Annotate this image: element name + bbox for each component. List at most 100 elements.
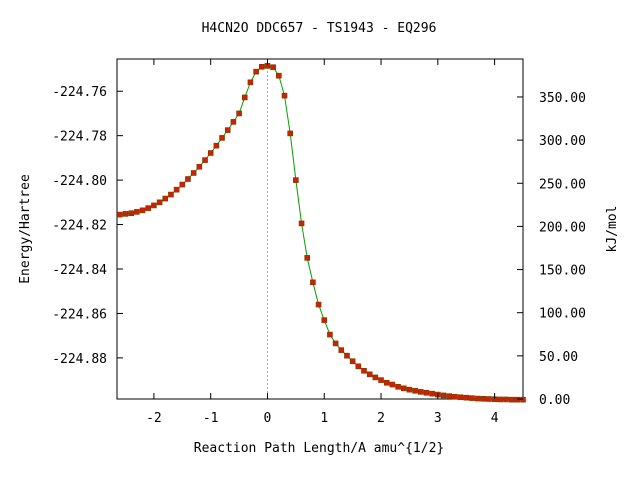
data-point (440, 392, 447, 399)
data-point (412, 387, 418, 394)
data-point (151, 202, 157, 209)
data-point (293, 177, 299, 183)
data-point (429, 390, 435, 397)
data-point (315, 301, 322, 308)
data-point (327, 331, 333, 338)
data-point (355, 363, 362, 370)
data-point (452, 393, 458, 400)
data-point (168, 191, 174, 198)
y2-tick-label: 250.00 (539, 177, 586, 192)
data-point (253, 68, 259, 75)
data-point (508, 396, 515, 403)
data-point (122, 211, 129, 217)
data-point (241, 94, 248, 101)
data-point (162, 195, 169, 202)
data-point (423, 389, 430, 396)
data-point (361, 367, 367, 374)
data-point (389, 381, 396, 388)
data-point (139, 207, 146, 214)
data-point (207, 150, 214, 156)
data-point (258, 63, 265, 70)
data-point (503, 396, 509, 403)
data-point (224, 127, 231, 133)
data-point (395, 383, 401, 390)
data-point (185, 176, 191, 182)
y2-tick-label: 300.00 (539, 134, 586, 149)
data-point (213, 142, 220, 149)
data-point (276, 72, 282, 79)
data-point (378, 377, 384, 383)
data-point (173, 186, 180, 193)
x-axis: -2 -1 0 1 2 3 4 (146, 59, 499, 426)
y-axis-label: Energy/Hartree (18, 174, 33, 284)
y2-tick-label: 350.00 (539, 91, 586, 106)
data-point (321, 317, 328, 323)
y2-tick-label: 0.00 (539, 393, 570, 408)
data-point (520, 396, 526, 403)
data-point (281, 92, 288, 99)
data-point (446, 393, 452, 399)
data-point (196, 163, 203, 170)
data-point (344, 352, 350, 359)
series-line (119, 65, 523, 401)
data-point (514, 396, 521, 403)
x-axis-label: Reaction Path Length/A amu^{1/2} (194, 441, 444, 456)
data-point (310, 279, 316, 286)
data-point (372, 374, 379, 381)
y2-tick-label: 200.00 (539, 220, 586, 235)
data-point (366, 371, 373, 378)
data-point (497, 396, 504, 403)
data-point (469, 395, 475, 401)
data-point (463, 394, 470, 401)
y-tick-label: -224.84 (52, 263, 107, 278)
data-point (287, 130, 293, 137)
data-point (270, 64, 276, 71)
y2-tick-label: 100.00 (539, 307, 586, 322)
data-point (383, 379, 390, 386)
data-point (236, 110, 242, 117)
data-point (128, 210, 134, 217)
x-tick-label: 3 (434, 411, 442, 426)
data-point (156, 199, 163, 206)
chart-title: H4CN2O DDC657 - TS1943 - EQ296 (202, 21, 437, 36)
data-point (349, 358, 356, 365)
x-tick-label: 4 (491, 411, 499, 426)
data-point (304, 255, 311, 261)
x-tick-label: 2 (377, 411, 385, 426)
x-tick-label: -1 (203, 411, 219, 426)
y2-axis-label: kJ/mol (605, 206, 620, 253)
plot-area (116, 58, 526, 403)
data-point (486, 396, 492, 402)
data-point (332, 340, 339, 347)
y-tick-label: -224.78 (52, 130, 107, 145)
y-axis-left: -224.76 -224.78 -224.80 -224.82 -224.84 -224.… (52, 85, 123, 367)
data-point (247, 79, 254, 86)
data-point (400, 385, 407, 392)
y2-tick-label: 50.00 (539, 350, 578, 365)
data-point (457, 394, 464, 401)
data-point (219, 135, 225, 141)
data-point (202, 157, 208, 163)
x-tick-label: -2 (146, 411, 162, 426)
data-point (480, 395, 487, 402)
data-point (134, 209, 140, 215)
y2-tick-label: 150.00 (539, 264, 586, 279)
data-point (406, 386, 413, 393)
y-axis-right: 350.00 300.00 250.00 200.00 150.00 100.00 50.0… (517, 91, 586, 408)
data-point (230, 119, 237, 125)
y-tick-label: -224.76 (52, 85, 107, 100)
data-point (417, 389, 424, 395)
x-tick-label: 0 (264, 411, 272, 426)
y-tick-label: -224.82 (52, 219, 107, 234)
data-point (298, 220, 305, 227)
data-point (474, 395, 481, 402)
data-point (117, 211, 123, 218)
y-tick-label: -224.86 (52, 307, 107, 322)
data-point (179, 181, 186, 188)
y-tick-label: -224.80 (52, 174, 107, 189)
x-tick-label: 1 (320, 411, 328, 426)
data-point (145, 205, 152, 211)
y-tick-label: -224.88 (52, 352, 107, 367)
plot-frame (116, 58, 524, 400)
